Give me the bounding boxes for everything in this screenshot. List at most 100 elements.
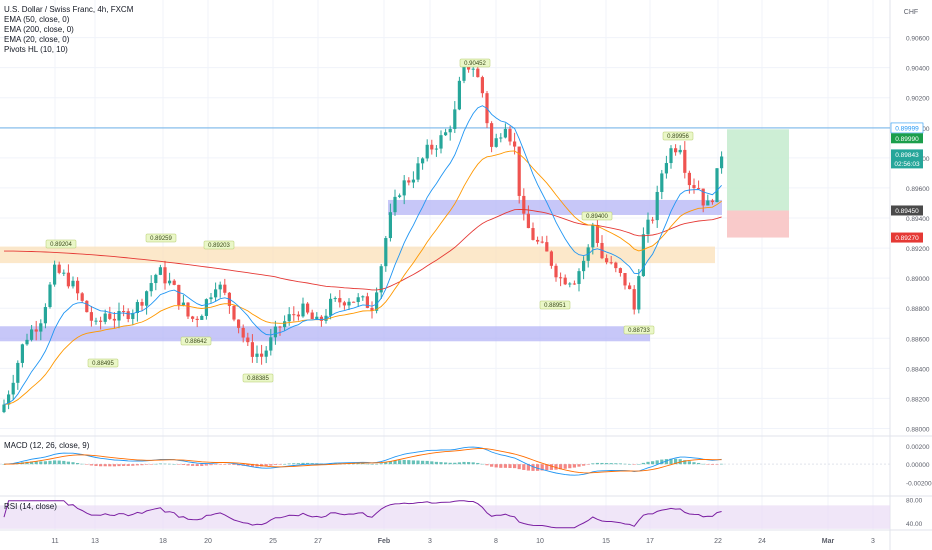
macd-histogram-bar bbox=[135, 464, 139, 466]
candle bbox=[448, 125, 452, 141]
price-label-stop-loss: 0.89270 bbox=[891, 232, 923, 243]
macd-histogram-bar bbox=[384, 462, 388, 465]
candle-body bbox=[315, 316, 319, 319]
macd-histogram-bar bbox=[536, 464, 540, 471]
ema200-line bbox=[4, 208, 722, 291]
candle-body bbox=[513, 141, 517, 147]
macd-histogram-bar bbox=[163, 463, 167, 465]
candle-body bbox=[135, 302, 139, 314]
rsi-label[interactable]: RSI (14, close) bbox=[4, 502, 57, 511]
pivot-label-bg bbox=[623, 325, 655, 335]
candle-body bbox=[301, 303, 305, 317]
candle-body bbox=[375, 292, 379, 311]
macd-histogram-bar bbox=[467, 462, 471, 465]
candle-body bbox=[246, 337, 250, 343]
macd-histogram-bar bbox=[513, 464, 517, 469]
candle bbox=[306, 302, 310, 315]
macd-tick: 0.00000 bbox=[906, 462, 930, 469]
price-label-text: 0.89990 bbox=[895, 136, 919, 143]
candle-body bbox=[89, 312, 93, 321]
macd-histogram-bar bbox=[457, 462, 461, 465]
candle-body bbox=[232, 305, 236, 320]
macd-histogram-bar bbox=[421, 460, 425, 465]
macd-histogram-bar bbox=[609, 463, 613, 465]
candle bbox=[678, 145, 682, 155]
candle bbox=[370, 301, 374, 319]
candle-body bbox=[352, 301, 356, 303]
macd-histogram-bar bbox=[269, 464, 273, 466]
macd-histogram-bar bbox=[292, 463, 296, 465]
candle-body bbox=[260, 353, 264, 357]
candle bbox=[7, 390, 11, 410]
candle bbox=[595, 219, 599, 247]
candle bbox=[664, 155, 668, 179]
pivot-label-text: 0.88733 bbox=[628, 328, 650, 334]
macd-histogram-bar bbox=[632, 464, 636, 465]
candle bbox=[384, 235, 388, 272]
candle-body bbox=[71, 280, 75, 287]
indicator-ema20[interactable]: EMA (20, close, 0) bbox=[4, 35, 70, 44]
macd-histogram-bar bbox=[301, 462, 305, 465]
macd-histogram-bar bbox=[398, 460, 402, 465]
indicator-pivots[interactable]: Pivots HL (10, 10) bbox=[4, 45, 68, 54]
candle bbox=[692, 178, 696, 194]
pivot-label-text: 0.88642 bbox=[185, 339, 207, 345]
candle-body bbox=[660, 173, 664, 192]
candle bbox=[264, 346, 268, 364]
candle-body bbox=[720, 156, 724, 169]
macd-histogram-bar bbox=[572, 464, 576, 468]
macd-histogram-bar bbox=[559, 464, 563, 470]
candle bbox=[186, 302, 190, 320]
macd-histogram-bar bbox=[471, 462, 475, 465]
candle-body bbox=[430, 144, 434, 150]
macd-histogram-bar bbox=[145, 464, 149, 465]
macd-histogram-bar bbox=[416, 460, 420, 465]
candle-body bbox=[687, 172, 691, 186]
pivot-label-bg bbox=[145, 233, 177, 243]
candle-body bbox=[103, 313, 107, 322]
macd-histogram-bar bbox=[168, 463, 172, 465]
candle-body bbox=[480, 77, 484, 94]
candle bbox=[16, 360, 20, 390]
macd-histogram-bar bbox=[232, 464, 236, 465]
candle-body bbox=[195, 318, 199, 320]
macd-histogram-bar bbox=[462, 461, 466, 465]
macd-histogram-bar bbox=[250, 464, 254, 467]
candle-body bbox=[706, 200, 710, 206]
macd-histogram-bar bbox=[126, 464, 130, 466]
candle bbox=[715, 168, 719, 203]
macd-label[interactable]: MACD (12, 26, close, 9) bbox=[4, 441, 90, 450]
price-tick: 0.90400 bbox=[906, 66, 930, 73]
macd-histogram-bar bbox=[411, 460, 415, 465]
macd-tick: 0.00200 bbox=[906, 444, 930, 451]
macd-histogram-bar bbox=[720, 463, 724, 465]
macd-histogram-bar bbox=[89, 464, 93, 466]
pivot-label-text: 0.90452 bbox=[464, 61, 486, 67]
candle-body bbox=[112, 318, 116, 321]
candle bbox=[255, 345, 259, 363]
candle bbox=[591, 222, 595, 255]
candle-body bbox=[444, 132, 448, 136]
indicator-ema200[interactable]: EMA (200, close, 0) bbox=[4, 25, 74, 34]
candle-body bbox=[692, 185, 696, 189]
candle-body bbox=[191, 316, 195, 319]
candle bbox=[172, 279, 176, 286]
pivot-label-bg bbox=[180, 336, 212, 346]
macd-histogram-bar bbox=[2, 464, 6, 465]
price-label-text: 0.89999 bbox=[895, 125, 919, 132]
candle bbox=[609, 256, 613, 265]
candle-body bbox=[393, 196, 397, 213]
candle bbox=[526, 205, 530, 229]
rsi-tick: 80.00 bbox=[906, 498, 923, 505]
time-tick: 10 bbox=[536, 538, 544, 545]
time-tick: 11 bbox=[51, 538, 58, 545]
macd-histogram-bar bbox=[600, 462, 604, 465]
price-tick: 0.88000 bbox=[906, 426, 930, 433]
macd-histogram-bar bbox=[453, 462, 457, 465]
candle bbox=[250, 334, 254, 363]
indicator-ema50[interactable]: EMA (50, close, 0) bbox=[4, 15, 70, 24]
macd-histogram-bar bbox=[43, 461, 47, 465]
candle-body bbox=[453, 109, 457, 129]
candle-body bbox=[269, 337, 273, 351]
